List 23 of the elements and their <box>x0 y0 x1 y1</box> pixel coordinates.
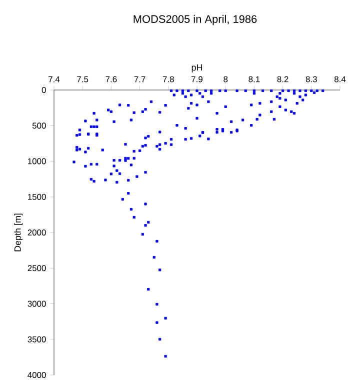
y-tick-label: 2500 <box>28 265 46 272</box>
x-tick-label: 7.4 <box>48 76 60 82</box>
y-axis-title: Depth [m] <box>14 214 23 252</box>
x-tick-label: 8.1 <box>248 76 260 82</box>
x-tick-label: 7.7 <box>134 76 146 82</box>
x-tick-label: 8.3 <box>306 76 317 82</box>
y-tick-label: 1000 <box>28 158 46 164</box>
y-tick-label: 3000 <box>28 300 46 307</box>
y-tick-label: 2000 <box>28 230 46 236</box>
y-tick-label: 4000 <box>28 372 46 378</box>
x-tick-label: 8 <box>224 76 228 82</box>
x-tick-label: 7.6 <box>106 76 117 82</box>
y-tick-label: 1500 <box>28 194 46 200</box>
x-tick-label: 8.4 <box>334 76 346 82</box>
y-tick-label: 500 <box>32 122 46 129</box>
chart-title: MODS2005 in April, 1986 <box>134 14 257 26</box>
x-tick-label: 7.9 <box>192 76 202 82</box>
y-tick-label: 0 <box>42 87 46 93</box>
y-tick-label: 3500 <box>28 336 46 342</box>
x-axis-title: pH <box>192 64 202 72</box>
x-tick-label: 7.8 <box>162 76 174 82</box>
x-tick-label: 7.5 <box>77 76 88 82</box>
x-tick-label: 8.2 <box>277 76 288 82</box>
